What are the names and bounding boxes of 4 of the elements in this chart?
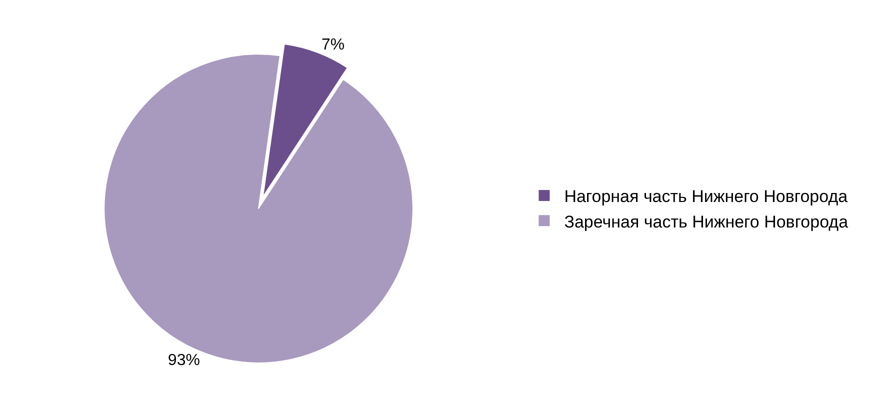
legend-label: Заречная часть Нижнего Новгорода: [564, 212, 849, 232]
data-label: 7%: [321, 36, 345, 54]
data-label: 93%: [168, 352, 200, 369]
legend-label: Нагорная часть Нижнего Новгорода: [564, 187, 848, 206]
